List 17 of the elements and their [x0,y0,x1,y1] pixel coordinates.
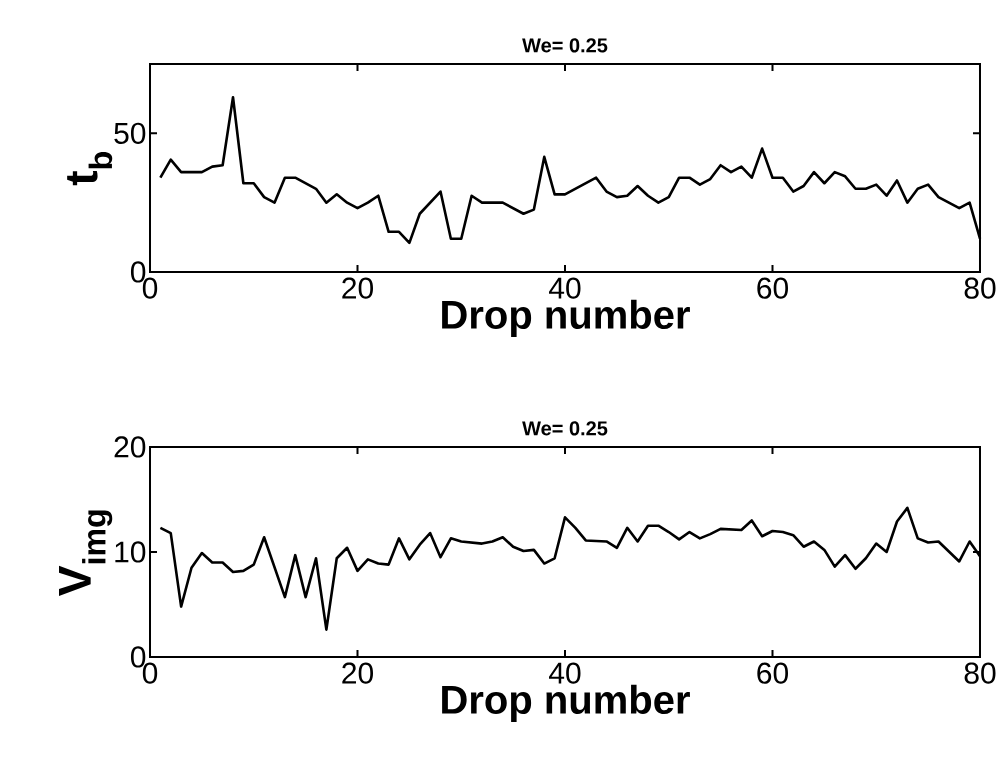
y-axis-title: V$_{img}$ [59,510,113,596]
x-tick-label: 40 [549,662,581,684]
x-tick-label: 80 [964,277,996,299]
y-tick-label: 10 [115,541,146,563]
y-axis-title: t$_{b}$ [67,152,113,186]
chart-title: We= 0.25 [522,421,608,436]
x-tick-label: 60 [757,277,788,299]
x-tick-label: 40 [549,277,581,299]
y-tick-label: 20 [114,436,146,458]
x-axis-title: Drop number [442,684,690,722]
x-axis-title: Drop number [442,299,690,337]
x-tick-label: 20 [342,277,374,299]
x-tick-label: 60 [757,662,788,684]
y-tick-label: 50 [114,122,146,144]
x-tick-label: 20 [342,662,374,684]
x-tick-label: 80 [964,662,996,684]
chart-title: We= 0.25 [522,38,608,53]
